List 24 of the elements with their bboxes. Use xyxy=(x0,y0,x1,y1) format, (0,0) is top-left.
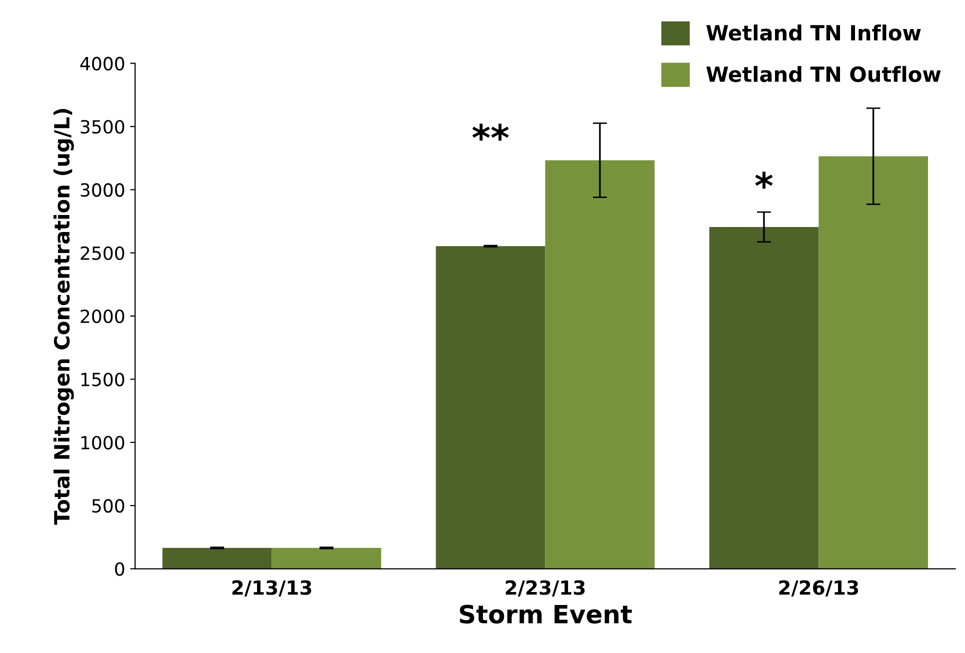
x-axis-title: Storm Event xyxy=(460,604,632,624)
bar xyxy=(818,156,928,569)
y-tick-label: 0 xyxy=(115,562,124,576)
y-tick-label: 2000 xyxy=(80,310,124,324)
y-tick-label: 500 xyxy=(92,499,124,513)
x-tick-label: 2/23/13 xyxy=(506,580,585,596)
bar xyxy=(709,226,819,569)
y-axis-title: Total Nitrogen Concentration (ug/L) xyxy=(54,109,74,525)
annotation: * xyxy=(755,172,773,189)
annotation: ** xyxy=(472,124,509,141)
legend-label: Wetland TN Inflow xyxy=(706,24,921,41)
bar xyxy=(162,548,272,569)
y-tick-label: 2500 xyxy=(80,246,124,260)
y-tick-label: 1000 xyxy=(81,436,124,450)
bar xyxy=(272,548,382,569)
bar xyxy=(545,160,655,569)
y-tick-label: 3500 xyxy=(80,120,124,134)
x-tick-label: 2/13/13 xyxy=(232,580,312,596)
y-tick-label: 4000 xyxy=(80,56,124,70)
bar xyxy=(436,246,546,569)
x-tick-label: 2/26/13 xyxy=(779,580,858,596)
y-tick-label: 1500 xyxy=(81,372,124,386)
legend-label: Wetland TN Outflow xyxy=(706,66,941,82)
y-tick-label: 3000 xyxy=(80,183,124,197)
